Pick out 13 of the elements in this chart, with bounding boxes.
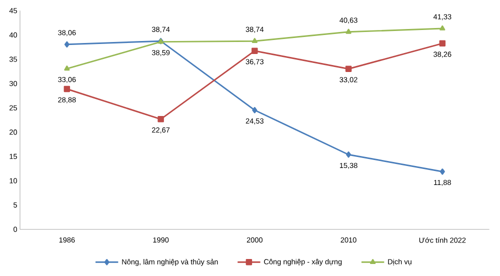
point (64, 41, 70, 48)
point (252, 107, 258, 114)
point (346, 28, 352, 34)
point (440, 168, 445, 175)
point (64, 66, 70, 71)
point (440, 25, 446, 30)
point (345, 66, 352, 72)
point (252, 38, 258, 44)
point (158, 116, 164, 122)
point (64, 86, 70, 92)
point (346, 151, 352, 158)
point (439, 40, 446, 47)
point (252, 48, 258, 54)
